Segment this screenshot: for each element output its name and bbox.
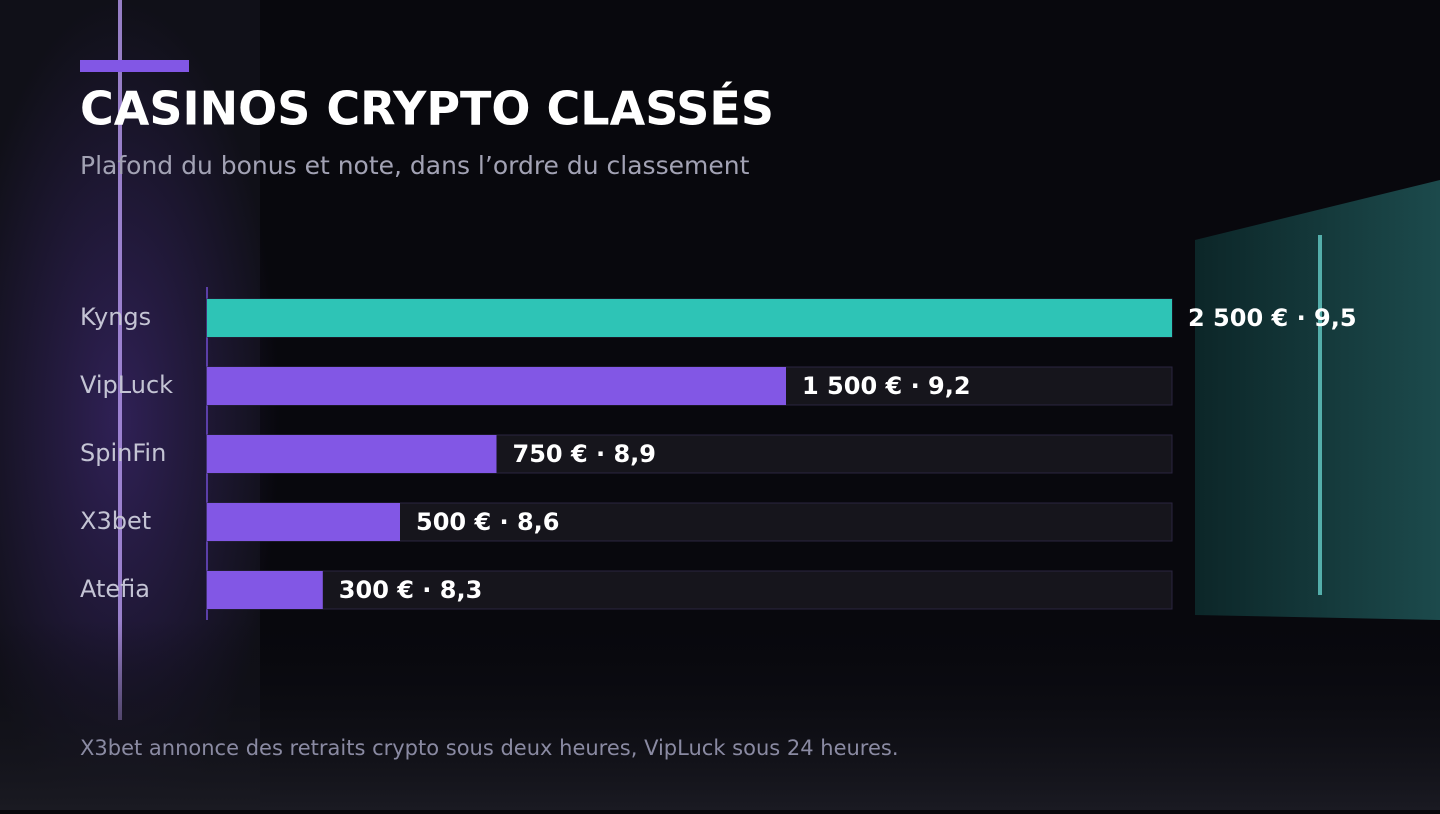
bar-track [206, 570, 1173, 610]
bar [207, 299, 1172, 337]
bonus-label: 300 € [339, 576, 414, 604]
bar [207, 571, 323, 609]
value-label: 1 500 € · 9,2 [802, 372, 971, 400]
bar [207, 435, 497, 473]
light-strip [118, 0, 122, 720]
category-label: VipLuck [80, 371, 173, 399]
rating-label: 9,5 [1314, 304, 1357, 332]
rating-label: 8,9 [613, 440, 656, 468]
separator: · [588, 440, 614, 468]
value-label: 300 € · 8,3 [339, 576, 483, 604]
category-label: SpinFin [80, 439, 166, 467]
category-label: Kyngs [80, 303, 151, 331]
rating-label: 8,3 [440, 576, 483, 604]
separator: · [414, 576, 440, 604]
bonus-label: 750 € [513, 440, 588, 468]
bonus-label: 2 500 € [1188, 304, 1288, 332]
bar [207, 503, 400, 541]
value-label: 500 € · 8,6 [416, 508, 560, 536]
rating-label: 9,2 [928, 372, 971, 400]
separator: · [902, 372, 928, 400]
bar [207, 367, 786, 405]
light-strip-teal [1318, 235, 1322, 595]
chart-subtitle: Plafond du bonus et note, dans l’ordre d… [80, 151, 750, 180]
glow [0, 0, 280, 814]
wall-right [1195, 180, 1440, 620]
value-label: 750 € · 8,9 [513, 440, 657, 468]
rating-label: 8,6 [517, 508, 560, 536]
separator: · [1288, 304, 1314, 332]
chart-title: CASINOS CRYPTO CLASSÉS [80, 82, 774, 136]
value-label: 2 500 € · 9,5 [1188, 304, 1357, 332]
separator: · [491, 508, 517, 536]
floor [0, 620, 1440, 810]
category-label: X3bet [80, 507, 151, 535]
bonus-label: 1 500 € [802, 372, 902, 400]
footnote: X3bet annonce des retraits crypto sous d… [80, 736, 899, 760]
category-label: Atefia [80, 575, 150, 603]
accent-bar [80, 60, 189, 72]
bonus-label: 500 € [416, 508, 491, 536]
